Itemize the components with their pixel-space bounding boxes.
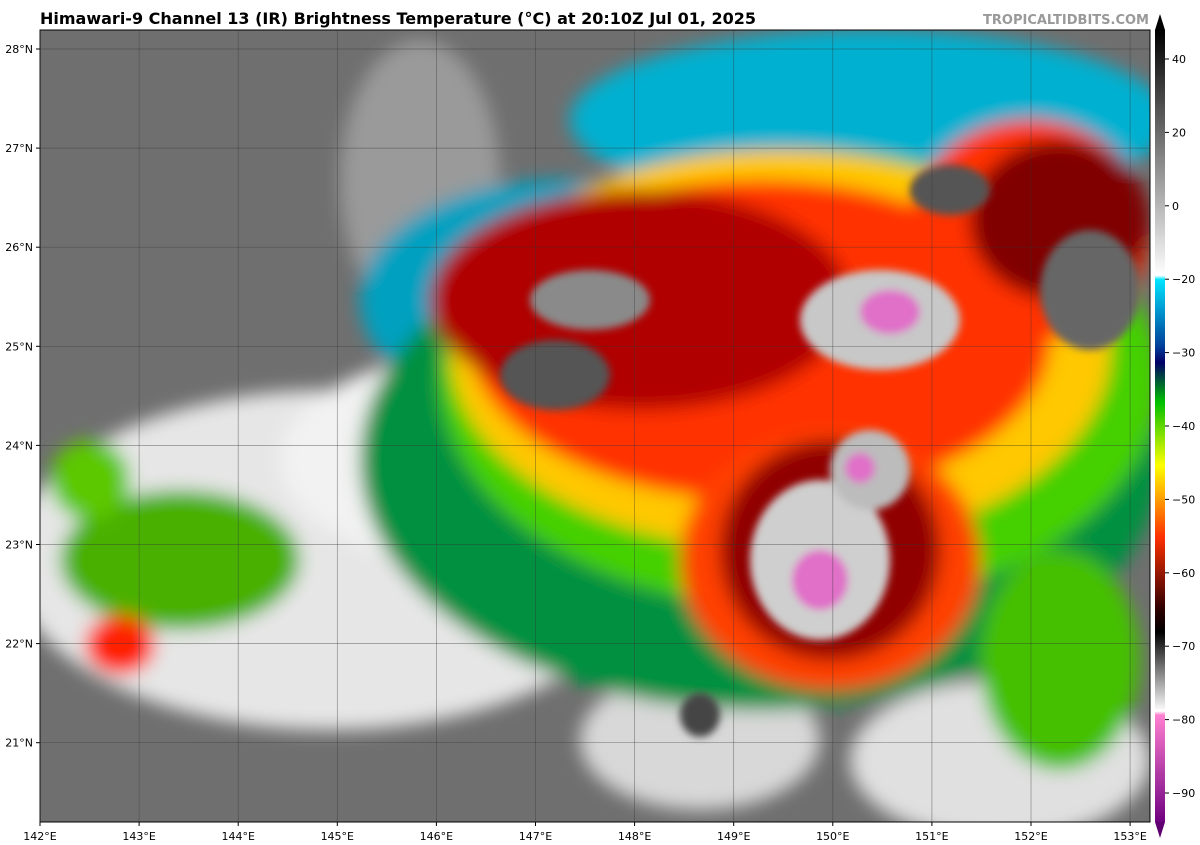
colorbar-label: 40 xyxy=(1172,53,1186,66)
colorbar-label: −80 xyxy=(1172,714,1195,727)
longitude-label: 152°E xyxy=(1014,830,1047,843)
title: Himawari-9 Channel 13 (IR) Brightness Te… xyxy=(40,9,756,28)
colorbar-extend-top xyxy=(1155,14,1165,30)
colorbar-label: −40 xyxy=(1172,420,1195,433)
longitude-label: 153°E xyxy=(1113,830,1146,843)
colorbar-label: 0 xyxy=(1172,200,1179,213)
longitude-label: 147°E xyxy=(519,830,552,843)
colorbar-label: −50 xyxy=(1172,493,1195,506)
longitude-label: 148°E xyxy=(618,830,651,843)
longitude-label: 150°E xyxy=(816,830,849,843)
latitude-label: 23°N xyxy=(5,539,33,552)
latitude-label: 26°N xyxy=(5,241,33,254)
longitude-label: 145°E xyxy=(321,830,354,843)
colorbar-label: −20 xyxy=(1172,273,1195,286)
colorbar-label: −70 xyxy=(1172,640,1195,653)
longitude-label: 149°E xyxy=(717,830,750,843)
colorbar-extend-bottom xyxy=(1155,822,1165,838)
longitude-label: 143°E xyxy=(122,830,155,843)
longitude-label: 144°E xyxy=(221,830,254,843)
longitude-label: 146°E xyxy=(420,830,453,843)
latitude-label: 22°N xyxy=(5,638,33,651)
longitude-label: 151°E xyxy=(915,830,948,843)
latitude-label: 27°N xyxy=(5,142,33,155)
longitude-label: 142°E xyxy=(23,830,56,843)
latitude-label: 25°N xyxy=(5,340,33,353)
source-watermark: TROPICALTIDBITS.COM xyxy=(983,13,1149,28)
latitude-label: 28°N xyxy=(5,43,33,56)
satellite-imagery xyxy=(40,30,1150,822)
latitude-label: 24°N xyxy=(5,439,33,452)
colorbar-label: −90 xyxy=(1172,787,1195,800)
colorbar-label: 20 xyxy=(1172,126,1186,139)
latitude-label: 21°N xyxy=(5,737,33,750)
colorbar-label: −30 xyxy=(1172,347,1195,360)
colorbar-label: −60 xyxy=(1172,567,1195,580)
colorbar xyxy=(1155,30,1165,822)
